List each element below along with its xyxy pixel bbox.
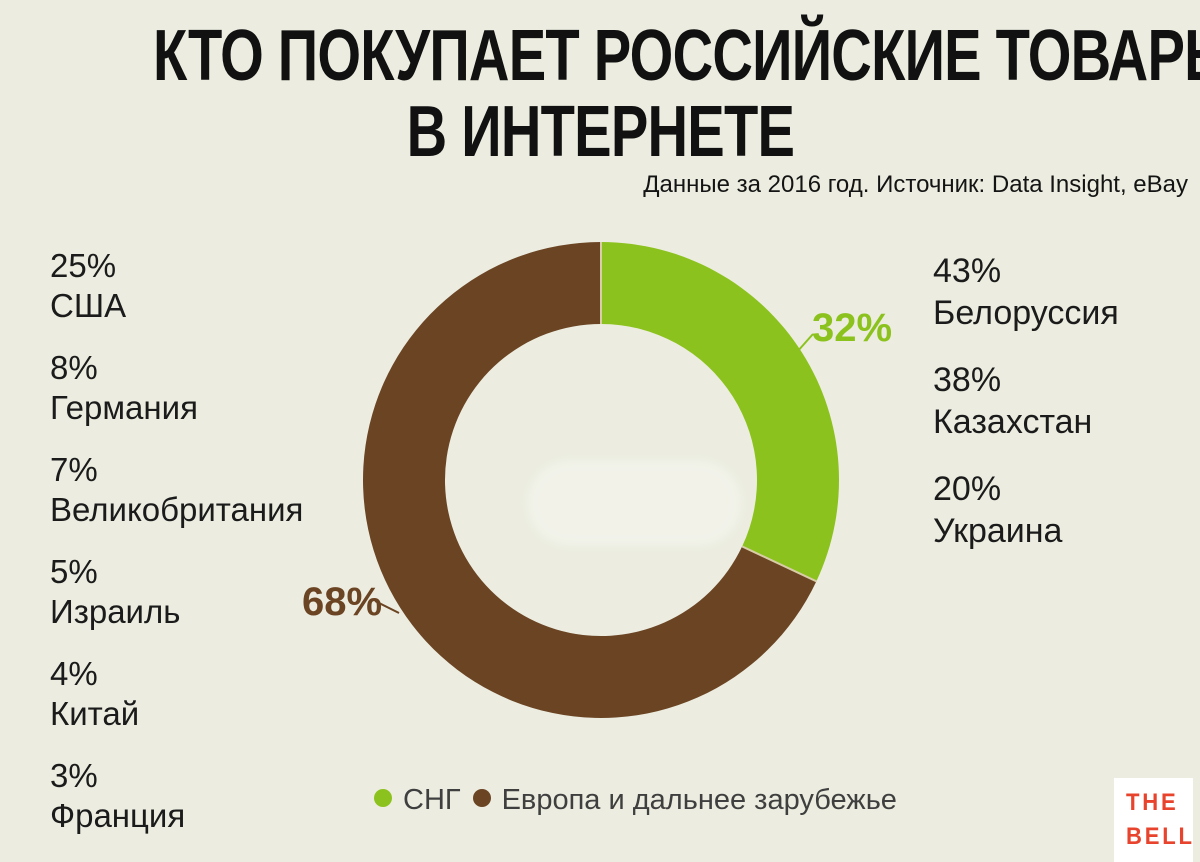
europe-legend-dot-icon [472, 788, 491, 807]
list-item: 20% Украина [933, 468, 1119, 552]
item-label: Великобритания [50, 491, 304, 528]
legend-label: СНГ [403, 784, 461, 816]
item-value: 5% [50, 553, 98, 590]
item-label: Германия [50, 389, 198, 426]
item-value: 38% [933, 361, 1002, 399]
item-label: Китай [50, 695, 140, 732]
donut-slice-europe [363, 242, 817, 719]
title-line-2: В ИНТЕРНЕТЕ [0, 94, 1200, 170]
title-line-1-text: КТО ПОКУПАЕТ РОССИЙСКИЕ ТОВАРЫ [153, 16, 1200, 96]
title-line-1: КТО ПОКУПАЕТ РОССИЙСКИЕ ТОВАРЫ [0, 18, 1200, 94]
item-value: 4% [50, 655, 98, 692]
item-label: США [50, 287, 127, 324]
title-line-2-text: В ИНТЕРНЕТЕ [406, 92, 794, 172]
legend-item-europe: Европа и дальнее зарубежье [472, 784, 897, 817]
list-item: 38% Казахстан [933, 359, 1119, 443]
list-item: 3% Франция [50, 756, 303, 836]
europe-leader-line [374, 600, 400, 614]
item-label: Казахстан [933, 403, 1093, 441]
list-item: 4% Китай [50, 654, 303, 734]
item-label: Белоруссия [933, 294, 1119, 332]
donut-slice-cis [601, 241, 840, 582]
cis-leader-line [796, 333, 814, 353]
cis-percent-callout: 32% [812, 306, 893, 350]
item-value: 43% [933, 252, 1002, 290]
list-item: 8% Германия [50, 348, 303, 428]
page-title: КТО ПОКУПАЕТ РОССИЙСКИЕ ТОВАРЫ В ИНТЕРНЕ… [0, 18, 1200, 170]
list-item: 5% Израиль [50, 552, 303, 632]
the-bell-logo: THE BELL [1114, 778, 1193, 862]
item-label: Израиль [50, 593, 181, 630]
europe-percent-callout: 68% [302, 580, 383, 624]
list-item: 7% Великобритания [50, 450, 303, 530]
item-value: 3% [50, 757, 98, 794]
item-label: Франция [50, 797, 186, 834]
item-value: 20% [933, 470, 1002, 508]
slice-separator [741, 545, 817, 583]
item-value: 8% [50, 349, 98, 386]
donut-center-ghost [527, 460, 742, 546]
item-label: Украина [933, 512, 1063, 550]
legend-label: Европа и дальнее зарубежье [501, 784, 897, 816]
europe-breakdown-list: 25% США 8% Германия 7% Великобритания 5%… [50, 246, 303, 858]
logo-line-2: BELL [1126, 823, 1195, 850]
list-item: 25% США [50, 246, 303, 326]
logo-line-1: THE [1126, 789, 1179, 816]
source-note: Данные за 2016 год. Источник: Data Insig… [643, 171, 1188, 198]
legend-item-cis: СНГ [374, 784, 461, 817]
item-value: 25% [50, 247, 117, 284]
cis-breakdown-list: 43% Белоруссия 38% Казахстан 20% Украина [933, 250, 1119, 577]
cis-legend-dot-icon [374, 788, 392, 807]
item-value: 7% [50, 451, 98, 488]
chart-legend: СНГ Европа и дальнее зарубежье [374, 784, 897, 817]
list-item: 43% Белоруссия [933, 250, 1119, 334]
